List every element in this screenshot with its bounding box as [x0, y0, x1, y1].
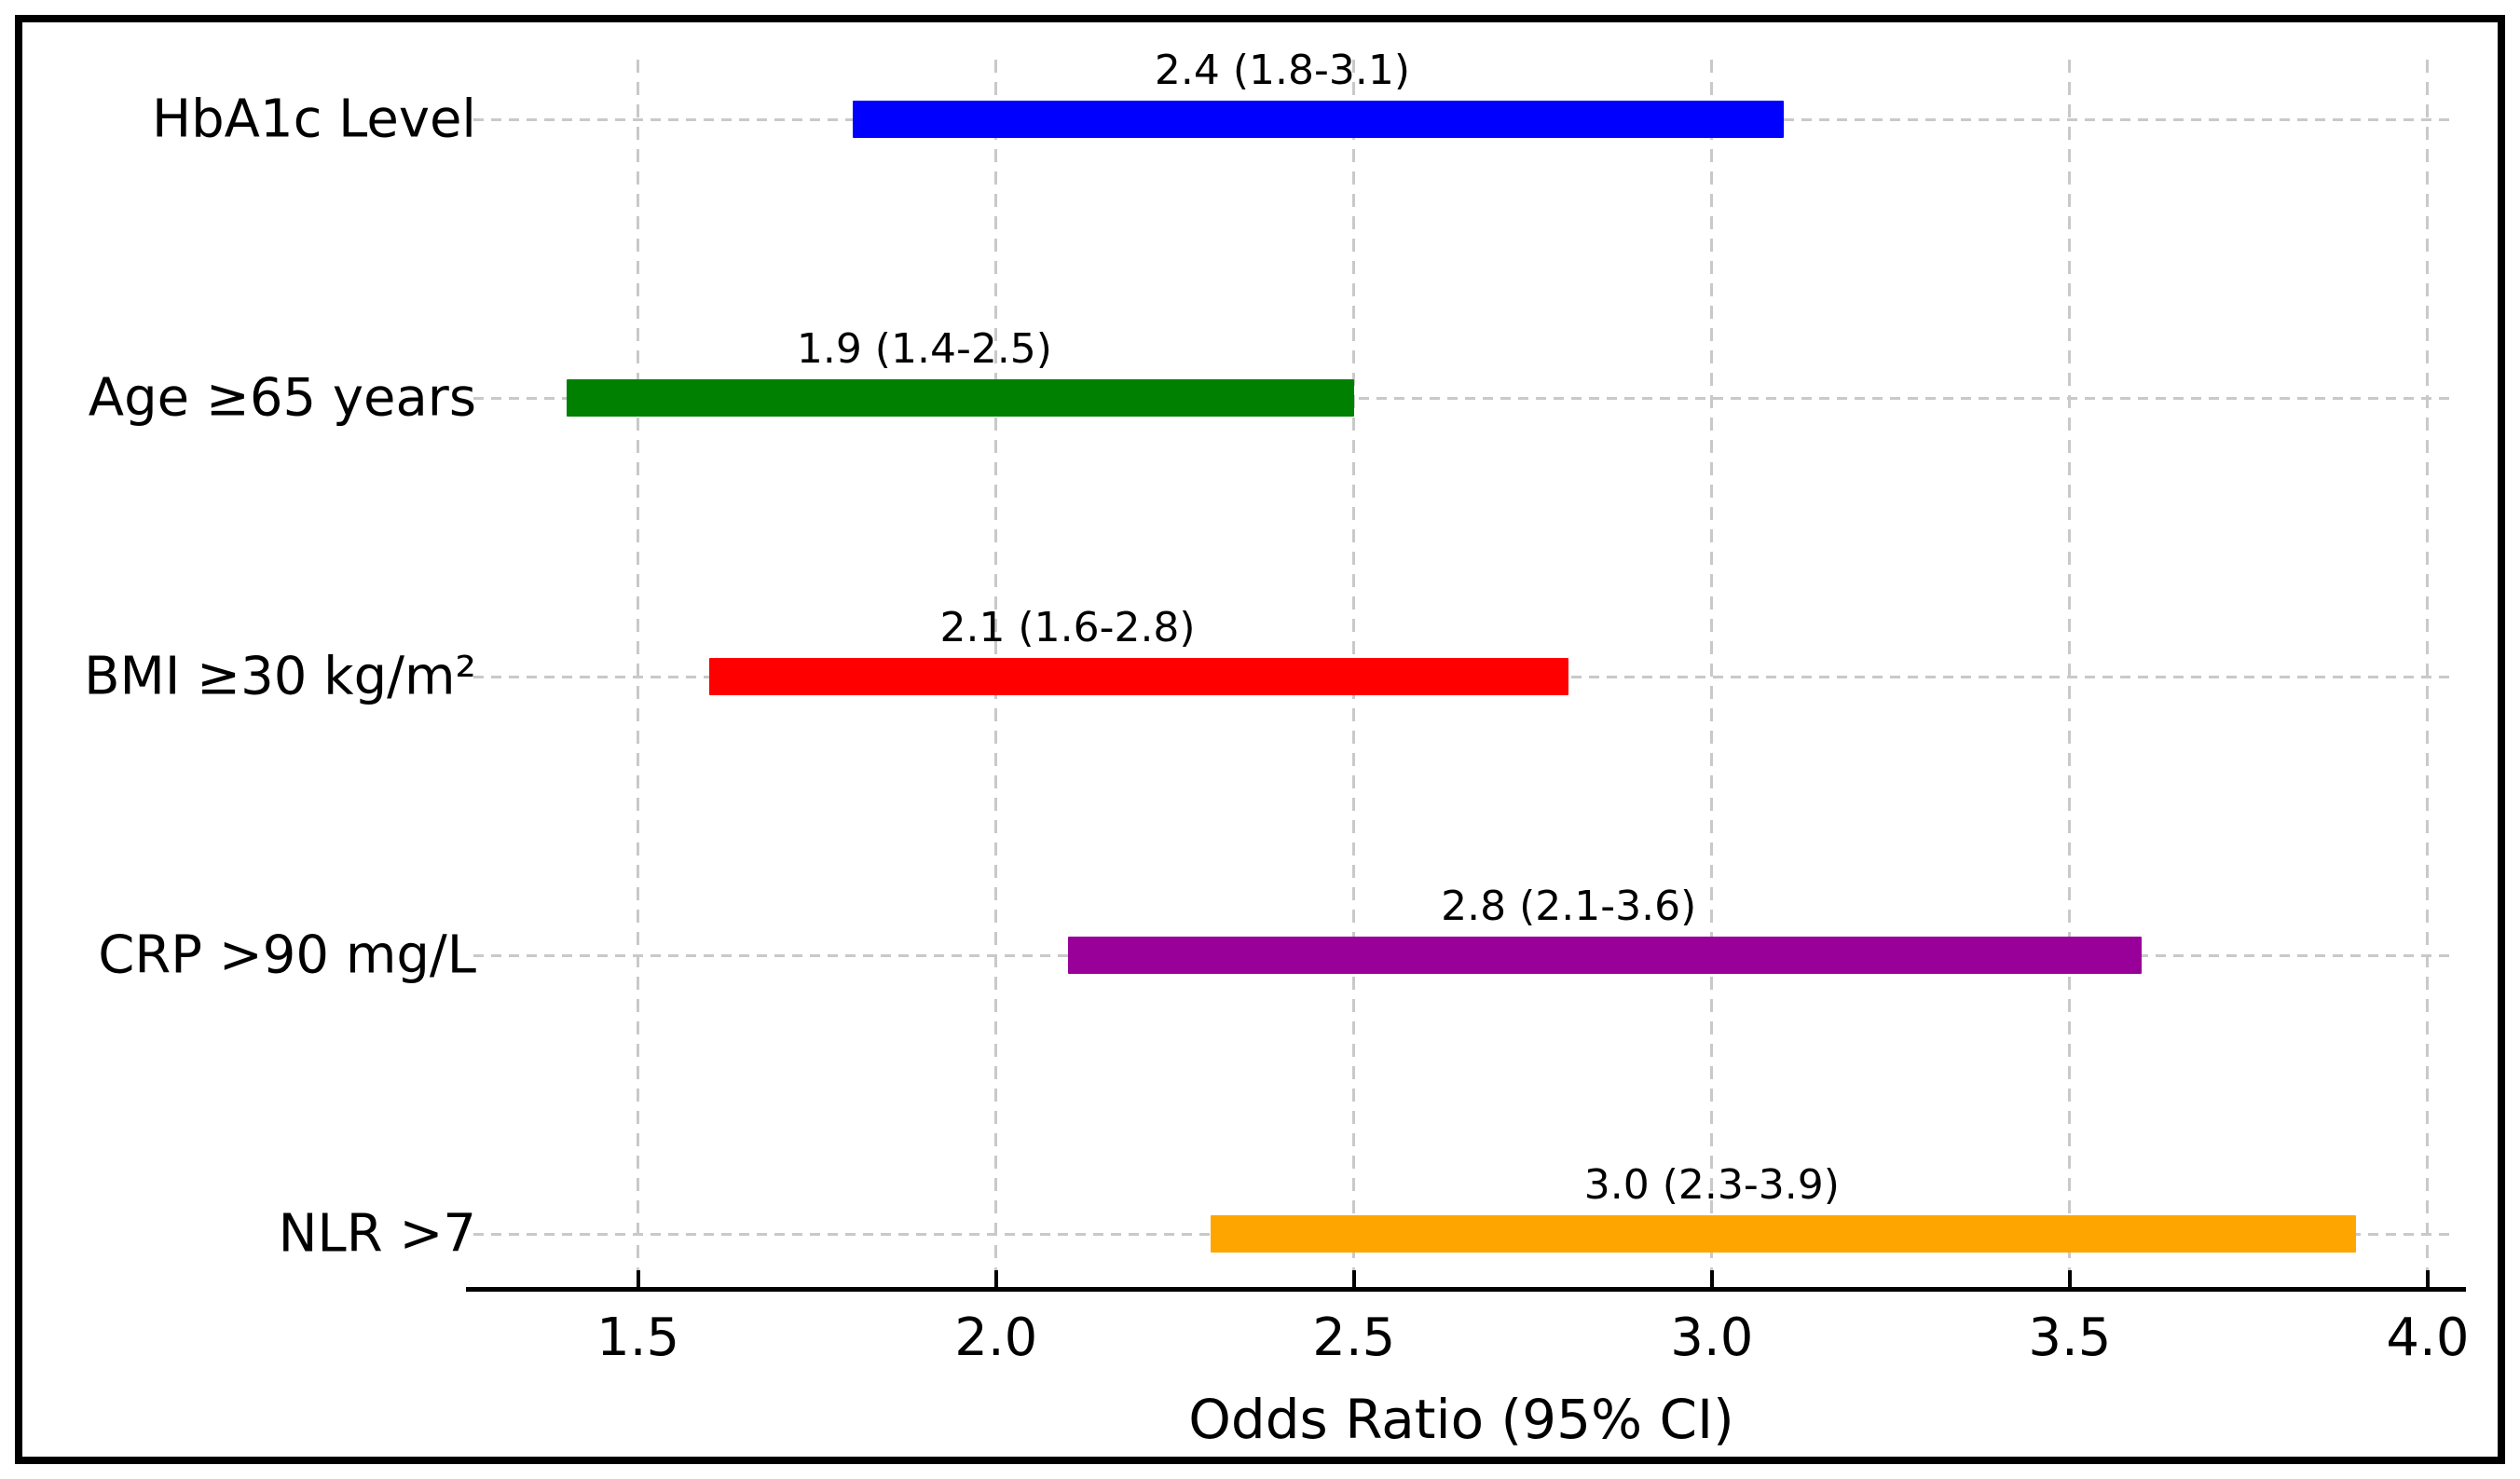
- y-tick-label-crp-90-mg-l: CRP >90 mg/L: [98, 924, 476, 986]
- x-tick-label-2-5: 2.5: [1312, 1308, 1396, 1368]
- x-tick-label-1-5: 1.5: [596, 1308, 680, 1368]
- x-tick-mark-2-5: [1351, 1270, 1356, 1287]
- y-tick-label-nlr-7: NLR >7: [278, 1203, 476, 1265]
- x-tick-mark-2-0: [993, 1270, 998, 1287]
- x-tick-label-2-0: 2.0: [954, 1308, 1038, 1368]
- y-tick-label-bmi-30-kg-m: BMI ≥30 kg/m²: [84, 646, 476, 707]
- x-tick-label-3-0: 3.0: [1670, 1308, 1754, 1368]
- x-tick-mark-3-0: [1709, 1270, 1714, 1287]
- x-tick-label-3-5: 3.5: [2028, 1308, 2112, 1368]
- bar-value-label-crp-90-mg-l: 2.8 (2.1-3.6): [1441, 883, 1697, 930]
- x-tick-mark-4-0: [2425, 1270, 2430, 1287]
- figure-border: Odds Ratio (95% CI) HbA1c Level 2.4 (1.8-…: [15, 15, 2505, 1464]
- y-tick-label-age-65-years: Age ≥65 years: [88, 367, 476, 429]
- x-tick-label-4-0: 4.0: [2386, 1308, 2470, 1368]
- x-tick-mark-3-5: [2067, 1270, 2072, 1287]
- plot-area: Odds Ratio (95% CI) HbA1c Level 2.4 (1.8-…: [22, 22, 2498, 1457]
- bar-nlr-7: [1211, 1215, 2357, 1253]
- y-tick-label-hba1c-level: HbA1c Level: [151, 89, 476, 150]
- bar-crp-90-mg-l: [1067, 937, 2142, 974]
- x-axis-title: Odds Ratio (95% CI): [1188, 1388, 1734, 1451]
- gridline-vertical: [2068, 60, 2072, 1287]
- bar-age-65-years: [566, 379, 1354, 417]
- bar-hba1c-level: [853, 101, 1784, 138]
- bar-value-label-age-65-years: 1.9 (1.4-2.5): [796, 325, 1052, 373]
- bar-value-label-bmi-30-kg-m: 2.1 (1.6-2.8): [939, 604, 1196, 651]
- gridline-vertical: [1710, 60, 1714, 1287]
- gridline-vertical: [2426, 60, 2430, 1287]
- x-tick-mark-1-5: [636, 1270, 640, 1287]
- x-axis-line: [466, 1287, 2466, 1292]
- gridline-horizontal: [473, 396, 2449, 400]
- bar-value-label-hba1c-level: 2.4 (1.8-3.1): [1154, 47, 1411, 94]
- bar-value-label-nlr-7: 3.0 (2.3-3.9): [1583, 1161, 1840, 1209]
- bar-bmi-30-kg-m: [709, 658, 1569, 695]
- gridline-vertical: [637, 60, 640, 1287]
